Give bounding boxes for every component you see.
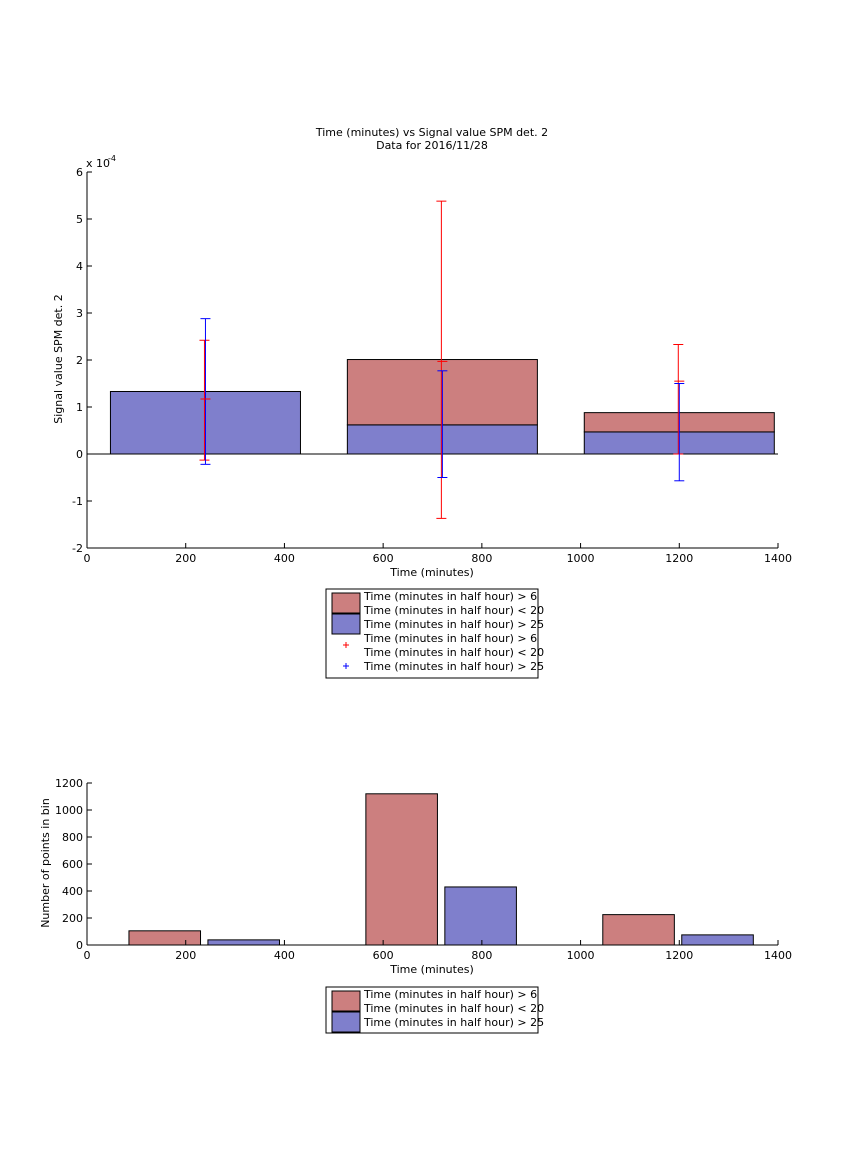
chart2-xtick-label-2: 400 <box>274 949 295 962</box>
chart2-legend-label2-0: Time (minutes in half hour) < 20 <box>363 1002 544 1015</box>
chart2-legend-label-1: Time (minutes in half hour) > 25 <box>363 1016 544 1029</box>
chart1-xtick-label-0: 0 <box>84 552 91 565</box>
chart2-xtick-label-1: 200 <box>175 949 196 962</box>
chart2-legend-swatch-1 <box>331 1011 361 1033</box>
chart1-ytick-label-8: 6 <box>76 166 83 179</box>
chart1-subtitle: Data for 2016/11/28 <box>376 139 488 152</box>
chart1-xtick-label-1: 200 <box>175 552 196 565</box>
chart1-ytick-label-0: -2 <box>72 542 83 555</box>
chart1-legend-label-1: Time (minutes in half hour) > 25 <box>363 618 544 631</box>
chart1-ytick-label-6: 4 <box>76 260 83 273</box>
chart1-ytick-label-1: -1 <box>72 495 83 508</box>
chart1-legend-swatch-1 <box>331 613 361 635</box>
chart1-legend-label2-0: Time (minutes in half hour) < 20 <box>363 604 544 617</box>
chart1-title: Time (minutes) vs Signal value SPM det. … <box>315 126 548 139</box>
chart2-bar-4 <box>602 914 675 946</box>
chart1-ytick-label-3: 1 <box>76 401 83 414</box>
chart2-xtick-label-0: 0 <box>84 949 91 962</box>
chart2-ytick-label-1: 200 <box>62 912 83 925</box>
chart1-legend-box <box>325 588 539 679</box>
chart2-plot: 0 200 400 600 800 1000 1200 1400 0 200 400 600 800 10… <box>55 777 792 962</box>
chart2-legend-label-0: Time (minutes in half hour) > 6 <box>363 988 537 1001</box>
chart1-legend-label-2: Time (minutes in half hour) > 6 <box>363 632 537 645</box>
chart2-xtick-label-3: 600 <box>373 949 394 962</box>
chart2-bar-5 <box>681 934 754 946</box>
chart1-xtick-label-4: 800 <box>471 552 492 565</box>
chart2-ytick-label-2: 400 <box>62 885 83 898</box>
chart2-legend-swatch-0 <box>331 990 361 1012</box>
chart1-plot: 0 200 400 600 800 1000 1200 1400 -2 -1 0 1 2 3 4 5 6 <box>72 166 792 565</box>
chart2-xtick-label-7: 1400 <box>764 949 792 962</box>
chart1-exponent-power: -4 <box>108 154 116 163</box>
chart2-ytick-label-5: 1000 <box>55 804 83 817</box>
chart2-bar-3 <box>444 886 517 946</box>
chart1-xtick-label-3: 600 <box>373 552 394 565</box>
chart2-ytick-label-6: 1200 <box>55 777 83 790</box>
chart2-xlabel: Time (minutes) <box>389 963 474 976</box>
chart1-legend-label2-2: Time (minutes in half hour) < 20 <box>363 646 544 659</box>
chart1-ytick-label-2: 0 <box>76 448 83 461</box>
chart1-xtick-label-6: 1200 <box>665 552 693 565</box>
chart2-bar-0 <box>128 930 202 946</box>
chart2-legend-box <box>325 986 539 1034</box>
chart1-legend-swatch-0 <box>331 592 361 614</box>
chart2-ytick-label-0: 0 <box>76 939 83 952</box>
chart2-ylabel: Number of points in bin <box>39 798 52 928</box>
chart2-ytick-label-4: 800 <box>62 831 83 844</box>
chart2-bar-1 <box>207 939 280 946</box>
chart1-legend-label-3: Time (minutes in half hour) > 25 <box>363 660 544 673</box>
chart1-xtick-label-5: 1000 <box>567 552 595 565</box>
chart1-xlabel: Time (minutes) <box>389 566 474 579</box>
chart2-ytick-label-3: 600 <box>62 858 83 871</box>
chart1-xtick-label-2: 400 <box>274 552 295 565</box>
chart2-xtick-label-4: 800 <box>471 949 492 962</box>
chart1-xtick-label-7: 1400 <box>764 552 792 565</box>
chart2-xtick-label-5: 1000 <box>567 949 595 962</box>
chart2-xtick-label-6: 1200 <box>665 949 693 962</box>
chart1-exponent-base: x 10 <box>86 157 110 170</box>
chart1-ytick-label-7: 5 <box>76 213 83 226</box>
chart1-ytick-label-5: 3 <box>76 307 83 320</box>
chart1-ytick-label-4: 2 <box>76 354 83 367</box>
chart2-bar-2 <box>365 793 438 946</box>
chart1-legend-label-0: Time (minutes in half hour) > 6 <box>363 590 537 603</box>
chart1-ylabel: Signal value SPM det. 2 <box>52 294 65 424</box>
